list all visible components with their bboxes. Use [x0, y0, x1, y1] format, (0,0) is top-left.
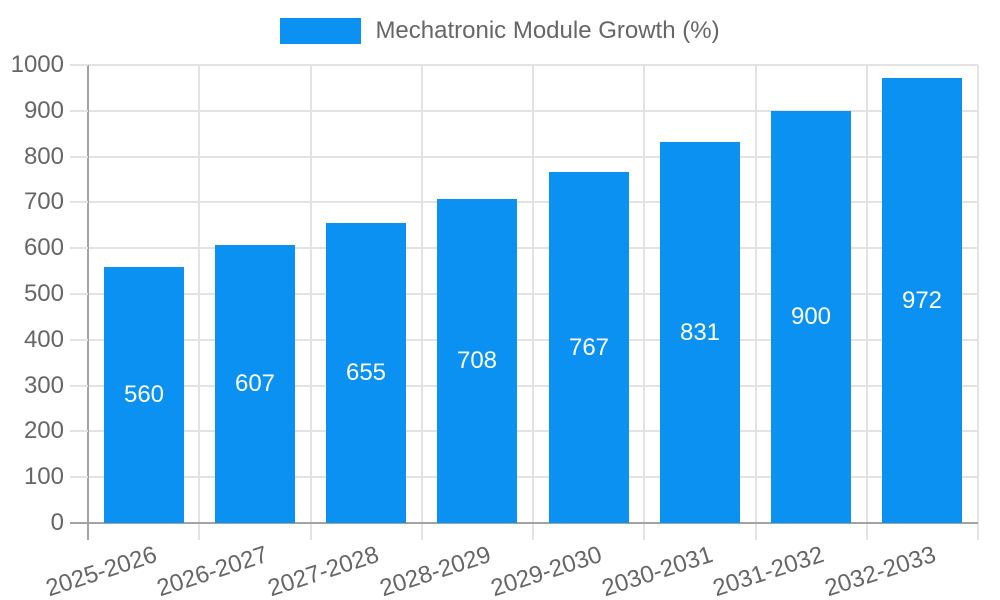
y-axis-tick-label: 900: [23, 96, 64, 124]
y-axis-tick-label: 0: [50, 509, 64, 536]
bar[interactable]: [771, 111, 851, 523]
gridline-v: [643, 65, 645, 523]
x-axis-tick-label: 2030-2031: [598, 541, 717, 600]
x-tick: [421, 523, 423, 540]
gridline-v: [532, 65, 534, 523]
y-axis-tick-label: 200: [23, 417, 64, 445]
y-tick: [70, 476, 88, 479]
y-axis-tick-label: 800: [23, 142, 64, 170]
y-axis-tick-label: 700: [23, 188, 64, 216]
y-tick: [70, 201, 88, 204]
x-tick: [198, 523, 200, 540]
y-axis-line: [87, 65, 89, 523]
x-axis-tick-label: 2027-2028: [264, 541, 383, 600]
y-tick: [70, 247, 88, 250]
x-tick: [310, 523, 312, 540]
chart-legend[interactable]: Mechatronic Module Growth (%): [0, 17, 1000, 45]
y-axis-tick-label: 1000: [10, 51, 64, 78]
x-axis-tick-label: 2026-2027: [153, 541, 272, 600]
y-tick: [70, 64, 88, 66]
gridline-v: [421, 65, 423, 523]
gridline-v: [310, 65, 312, 523]
x-axis-tick-label: 2031-2032: [709, 541, 828, 600]
gridline-v: [755, 65, 757, 523]
y-axis-tick-label: 300: [23, 371, 64, 399]
bar[interactable]: [437, 199, 517, 523]
y-axis-tick-label: 400: [23, 325, 64, 353]
y-tick: [70, 155, 88, 158]
bar[interactable]: [104, 267, 184, 523]
x-tick: [643, 523, 645, 540]
x-axis-line: [88, 522, 978, 524]
x-axis-tick-label: 2029-2030: [487, 541, 605, 600]
bar[interactable]: [660, 142, 740, 523]
y-axis-tick-label: 600: [23, 234, 64, 262]
x-tick: [532, 523, 534, 540]
y-axis-tick-label: 500: [23, 280, 64, 307]
legend-swatch: [280, 18, 362, 44]
y-tick: [70, 430, 88, 433]
gridline-v: [866, 65, 868, 523]
y-tick: [70, 109, 88, 112]
y-tick: [70, 293, 88, 295]
y-tick: [70, 384, 88, 387]
x-axis-tick-label: 2028-2029: [376, 541, 494, 600]
y-axis-tick-label: 100: [23, 463, 64, 491]
legend-label: Mechatronic Module Growth (%): [375, 17, 720, 44]
y-tick: [70, 338, 88, 341]
x-axis-tick-label: 2025-2026: [42, 541, 160, 600]
y-tick: [70, 522, 88, 524]
gridline-v: [977, 65, 979, 523]
x-tick: [866, 523, 868, 540]
x-axis-tick-label: 2032-2033: [821, 541, 939, 600]
x-tick: [755, 523, 757, 540]
bar[interactable]: [326, 223, 406, 523]
x-tick: [977, 523, 979, 540]
bar[interactable]: [215, 245, 295, 523]
x-tick: [87, 523, 89, 540]
gridline-v: [198, 65, 200, 523]
bar[interactable]: [882, 78, 962, 523]
bar[interactable]: [549, 172, 629, 523]
